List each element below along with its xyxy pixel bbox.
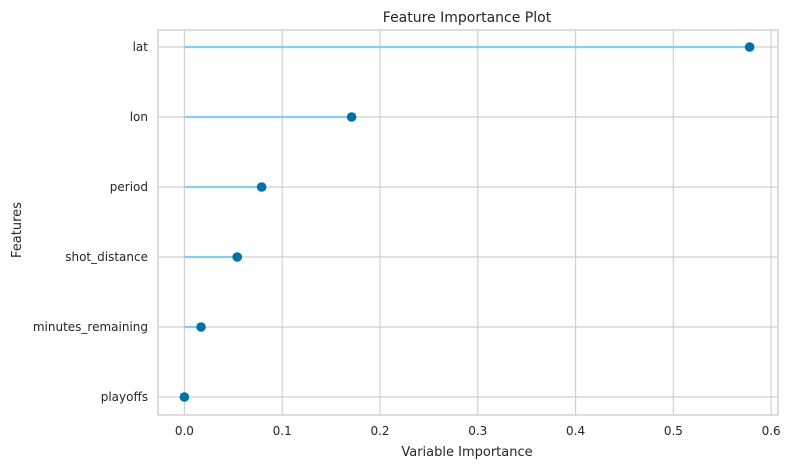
- markers: [179, 42, 755, 402]
- plot-frame: [157, 29, 779, 416]
- marker-shot_distance: [232, 252, 243, 262]
- marker-minutes_remaining: [196, 322, 206, 332]
- marker-period: [256, 182, 267, 192]
- y-axis-label: Features: [10, 202, 25, 258]
- x-tick-label: 0.4: [566, 424, 585, 438]
- y-tick-labels: lat lon period shot_distance minutes_remaini…: [33, 40, 148, 404]
- y-gridlines: [158, 46, 778, 398]
- marker-lat: [744, 42, 755, 52]
- stems: [184, 45, 750, 329]
- x-tick-label: 0.0: [175, 424, 194, 438]
- y-tick-label-playoffs: playoffs: [101, 390, 148, 404]
- y-tick-label-period: period: [110, 180, 148, 194]
- x-axis-label: Variable Importance: [401, 445, 532, 460]
- x-tick-label: 0.3: [468, 424, 487, 438]
- x-tick-label: 0.6: [762, 424, 781, 438]
- x-tick-label: 0.5: [664, 424, 683, 438]
- x-tick-label: 0.1: [273, 424, 292, 438]
- y-tick-label-minutes_remaining: minutes_remaining: [33, 320, 148, 334]
- y-tick-label-lat: lat: [133, 40, 149, 54]
- marker-lon: [346, 112, 357, 122]
- x-tick-label: 0.2: [370, 424, 389, 438]
- x-gridlines: [183, 30, 772, 415]
- y-tick-label-lon: lon: [130, 110, 148, 124]
- marker-playoffs: [179, 392, 190, 402]
- y-tick-label-shot_distance: shot_distance: [65, 250, 148, 264]
- x-tick-labels: 0.0 0.1 0.2 0.3 0.4 0.5 0.6: [175, 424, 781, 438]
- chart-title: Feature Importance Plot: [383, 10, 552, 26]
